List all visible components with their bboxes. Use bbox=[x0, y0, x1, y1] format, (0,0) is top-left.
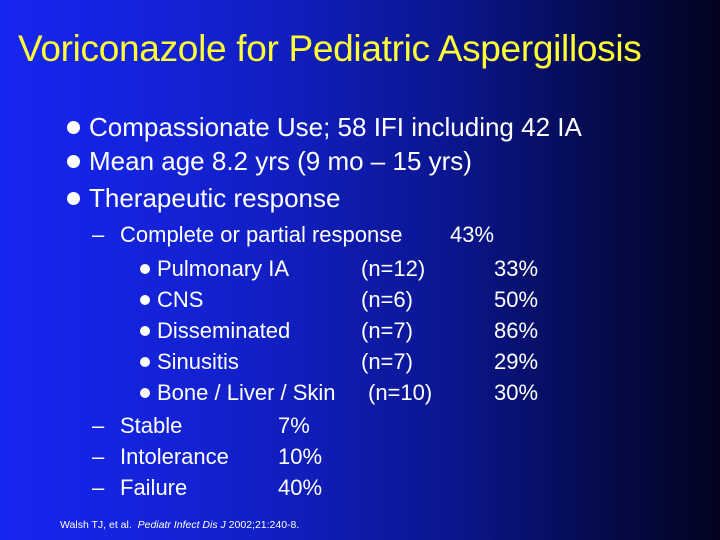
site-name: Bone / Liver / Skin bbox=[157, 380, 336, 405]
response-complete-value: 43% bbox=[450, 222, 495, 247]
site-name: Sinusitis bbox=[157, 349, 239, 374]
site-percent: 50% bbox=[494, 287, 539, 312]
citation-authors: Walsh TJ, et al. bbox=[60, 519, 132, 531]
site-percent: 86% bbox=[494, 318, 539, 343]
bullet-text: Compassionate Use; 58 IFI including 42 I… bbox=[89, 112, 582, 142]
bullet-dot-icon bbox=[140, 326, 150, 336]
site-name: CNS bbox=[157, 287, 204, 312]
site-n: (n=7) bbox=[361, 349, 413, 374]
bullet-dot-icon bbox=[140, 295, 150, 305]
site-percent: 33% bbox=[494, 256, 539, 281]
bullet-dot-icon bbox=[140, 357, 150, 367]
bullet-dot-icon bbox=[67, 155, 80, 168]
outcome-label: Intolerance bbox=[120, 444, 229, 469]
outcome-label: Failure bbox=[120, 475, 188, 500]
dash-marker: – bbox=[92, 444, 105, 469]
dash-marker: – bbox=[92, 413, 105, 438]
citation-journal: Pediatr Infect Dis J bbox=[137, 519, 226, 531]
site-name: Disseminated bbox=[157, 318, 291, 343]
outcome-value: 7% bbox=[278, 413, 310, 438]
dash-marker: – bbox=[92, 475, 105, 500]
site-n: (n=6) bbox=[361, 287, 413, 312]
site-n: (n=7) bbox=[361, 318, 413, 343]
bullet-dot-icon bbox=[67, 192, 80, 205]
citation-details: 2002;21:240-8. bbox=[228, 519, 300, 531]
outcome-label: Stable bbox=[120, 413, 183, 438]
dash-marker: – bbox=[92, 222, 105, 247]
slide-title: Voriconazole for Pediatric Aspergillosis bbox=[18, 28, 642, 69]
citation: Walsh TJ, et al. Pediatr Infect Dis J 20… bbox=[60, 519, 299, 531]
outcome-value: 40% bbox=[278, 475, 323, 500]
site-percent: 30% bbox=[494, 380, 539, 405]
outcome-value: 10% bbox=[278, 444, 323, 469]
site-n: (n=12) bbox=[361, 256, 426, 281]
bullet-text: Mean age 8.2 yrs (9 mo – 15 yrs) bbox=[89, 146, 472, 176]
bullet-dot-icon bbox=[140, 264, 150, 274]
site-n: (n=10) bbox=[368, 380, 433, 405]
site-name: Pulmonary IA bbox=[157, 256, 290, 281]
site-percent: 29% bbox=[494, 349, 539, 374]
response-complete-label: Complete or partial response bbox=[120, 222, 403, 247]
bullet-text: Therapeutic response bbox=[89, 183, 341, 213]
bullet-dot-icon bbox=[67, 121, 80, 134]
bullet-dot-icon bbox=[140, 388, 150, 398]
